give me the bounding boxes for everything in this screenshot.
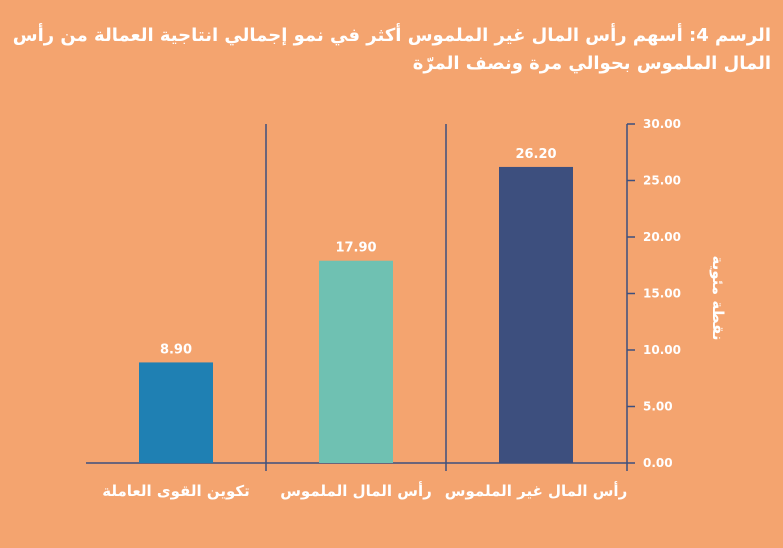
y-tick-label: 30.00 <box>643 117 681 131</box>
y-tick-label: 25.00 <box>643 174 681 188</box>
chart-bars <box>139 166 573 463</box>
y-tick-label: 20.00 <box>643 230 681 244</box>
chart-title: الرسم 4: أسهم رأس المال غير الملموس أكثر… <box>12 25 771 74</box>
bar <box>139 362 213 463</box>
bar-value-label: 17.90 <box>335 241 376 256</box>
y-tick-label: 15.00 <box>643 287 681 301</box>
y-tick-label: 5.00 <box>643 400 673 414</box>
y-tick-label: 10.00 <box>643 343 681 357</box>
category-label: تكوين القوى العاملة <box>102 482 249 500</box>
category-label: رأس المال غير الملموس <box>445 481 627 500</box>
bar-value-label: 26.20 <box>515 147 556 162</box>
bar <box>319 260 393 463</box>
chart-labels: 0.00 5.00 10.00 15.00 20.00 25.00 30.00 26.20 رأ… <box>102 117 681 500</box>
y-axis-label: نقطة مئوية <box>709 256 727 341</box>
bar <box>499 166 573 463</box>
y-tick-label: 0.00 <box>643 456 673 470</box>
bar-value-label: 8.90 <box>160 342 192 357</box>
category-label: رأس المال الملموس <box>280 481 432 500</box>
